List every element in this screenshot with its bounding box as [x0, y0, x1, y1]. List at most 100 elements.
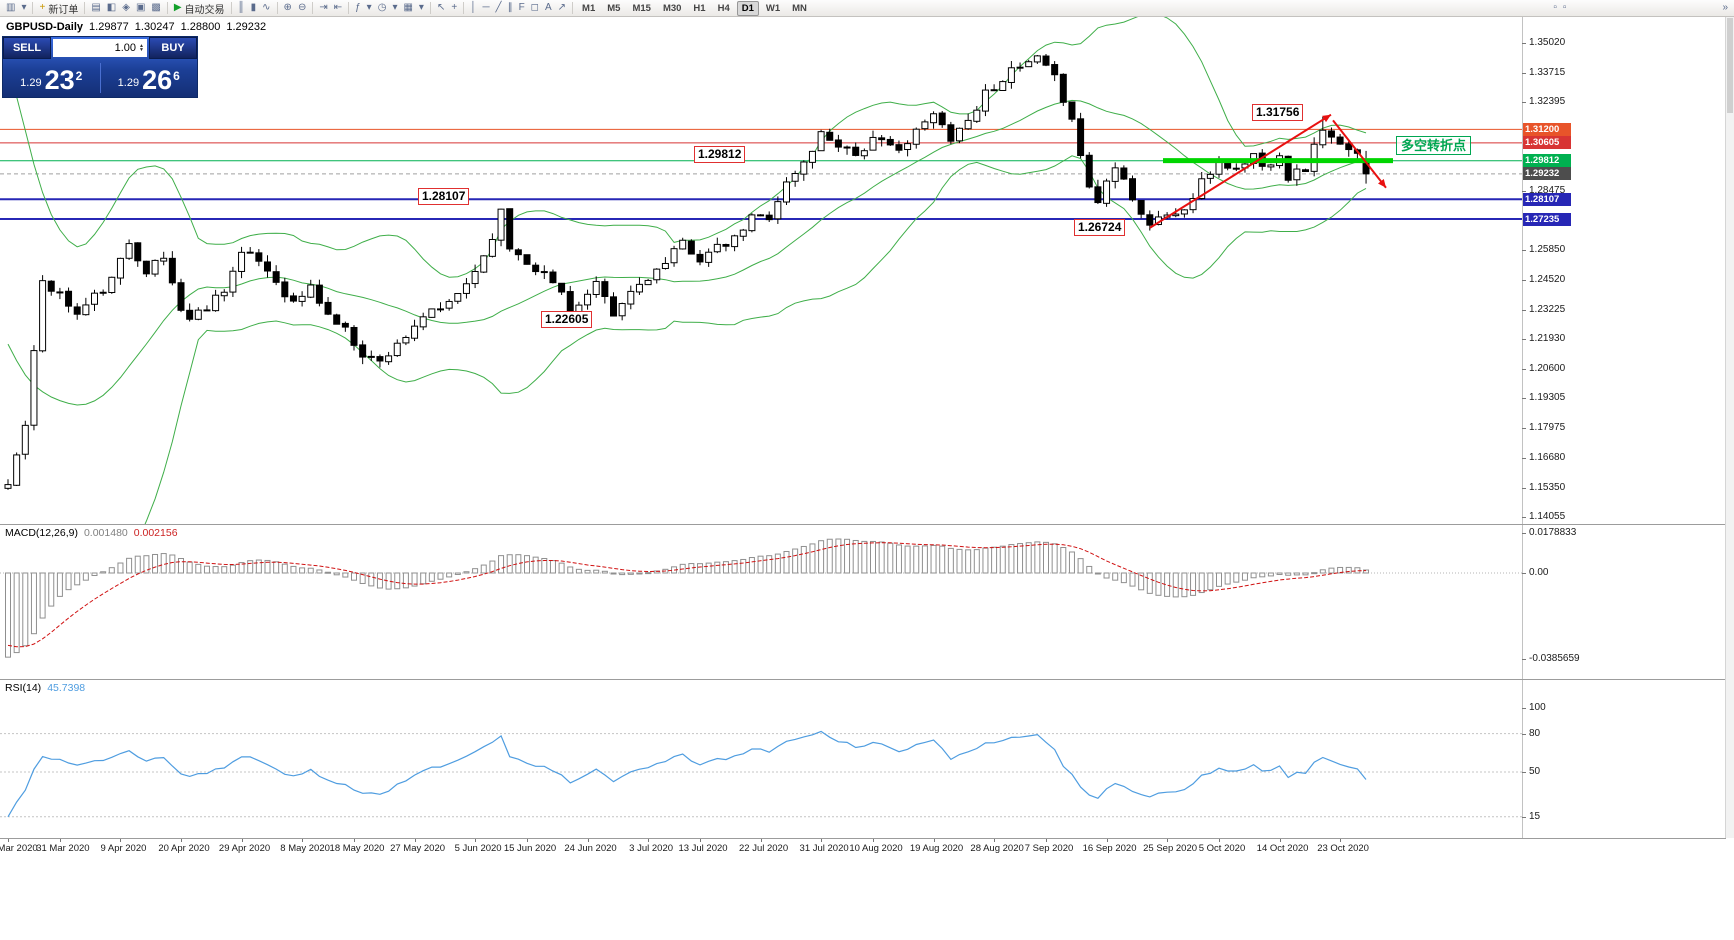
- time-tick-mark: [527, 838, 528, 842]
- fibonacci-icon[interactable]: F: [516, 2, 528, 14]
- date-label: 22 Jul 2020: [738, 843, 789, 854]
- indicators-icon[interactable]: ƒ: [352, 2, 364, 14]
- vertical-scrollbar[interactable]: [1725, 16, 1734, 838]
- timeframe-h4[interactable]: H4: [717, 2, 730, 14]
- chart-profile-icon[interactable]: ▫: [1560, 2, 1570, 14]
- volume-input[interactable]: 1.00 ▲ ▼: [53, 39, 147, 57]
- timeframe-w1[interactable]: W1: [765, 2, 781, 14]
- periods-icon[interactable]: ◷: [375, 2, 390, 14]
- templates-icon[interactable]: ▦: [400, 2, 415, 14]
- macd-pane-canvas[interactable]: [0, 524, 1522, 679]
- cursor-icon[interactable]: ↖: [434, 2, 448, 14]
- buy-button[interactable]: BUY: [149, 37, 197, 59]
- timeframe-m30[interactable]: M30: [662, 2, 682, 14]
- zoom-out-icon[interactable]: ⊖: [295, 2, 309, 14]
- arrow-objects-icon[interactable]: ↗: [555, 2, 569, 14]
- chart-shift-icon[interactable]: ⇤: [331, 2, 345, 14]
- price-chart-canvas[interactable]: [0, 16, 1522, 524]
- date-label: 7 Sep 2020: [1024, 843, 1074, 854]
- buy-price-display[interactable]: 1.29 26 6: [101, 59, 198, 97]
- sell-button[interactable]: SELL: [3, 37, 51, 59]
- text-icon[interactable]: A: [542, 2, 555, 14]
- toolbar-separator: [429, 2, 431, 14]
- templates-dropdown-icon[interactable]: ▾: [416, 2, 427, 14]
- date-label: 23 Oct 2020: [1317, 843, 1369, 854]
- date-label: 31 Mar 2020: [36, 843, 90, 854]
- time-tick-mark: [354, 838, 355, 842]
- zoom-in-icon[interactable]: ⊕: [281, 2, 295, 14]
- price-callout[interactable]: 1.29812: [694, 146, 746, 163]
- tick-mark: [1522, 428, 1526, 430]
- time-tick-mark: [933, 838, 935, 842]
- date-label: 18 May 2020: [329, 843, 385, 854]
- window-arrange-icon[interactable]: ▫: [1550, 2, 1560, 14]
- macd-main-value: 0.001480: [83, 527, 128, 539]
- auto-scroll-icon[interactable]: ⇥: [316, 2, 330, 14]
- autotrading-button[interactable]: ▶ 自动交易: [171, 0, 228, 17]
- indicators-dropdown-icon[interactable]: ▾: [364, 2, 375, 14]
- timeframe-mn[interactable]: MN: [792, 2, 807, 14]
- price-callout[interactable]: 1.22605: [541, 311, 593, 328]
- new-chart-icon[interactable]: ▥: [3, 2, 18, 14]
- toolbar-separator: [276, 2, 278, 14]
- volume-spinner-icon[interactable]: ▲ ▼: [139, 43, 144, 53]
- horizontal-line-icon[interactable]: ─: [479, 2, 492, 14]
- timeframe-d1[interactable]: D1: [736, 0, 759, 16]
- new-order-button: +: [39, 2, 46, 13]
- pane-separator[interactable]: [0, 838, 1726, 839]
- periods-dropdown-icon[interactable]: ▾: [389, 2, 400, 14]
- shapes-icon: ◻: [530, 2, 539, 13]
- price-callout[interactable]: 1.28107: [418, 188, 470, 205]
- price-callout[interactable]: 1.31756: [1252, 104, 1304, 121]
- timeframe-m1[interactable]: M1: [582, 2, 596, 14]
- timeframe-m15[interactable]: M15: [632, 2, 651, 14]
- price-tag: 1.31200: [1523, 122, 1571, 136]
- time-tick-mark: [1219, 838, 1220, 842]
- tick-mark: [1522, 72, 1526, 74]
- line-chart-icon[interactable]: ∿: [259, 2, 273, 14]
- price-tag: 1.27235: [1523, 212, 1571, 226]
- price-tick: 1.23225: [1529, 303, 1566, 315]
- navigator-icon[interactable]: ◈: [119, 2, 133, 14]
- price-callout[interactable]: 1.26724: [1074, 219, 1126, 236]
- strategy-tester-icon[interactable]: ▩: [148, 2, 163, 14]
- data-window-icon[interactable]: ◧: [104, 2, 119, 14]
- date-label: 5 Jun 2020: [454, 843, 502, 854]
- toolbar-overflow-icon[interactable]: »: [1719, 2, 1731, 14]
- rsi-pane-canvas[interactable]: [0, 679, 1522, 838]
- date-label: 5 Oct 2020: [1198, 843, 1246, 854]
- chart-list-dropdown-icon[interactable]: ▾: [18, 2, 29, 14]
- turning-point-annotation[interactable]: 多空转折点: [1396, 136, 1472, 155]
- shapes-icon[interactable]: ◻: [528, 2, 542, 14]
- bar-chart-icon[interactable]: ║: [235, 2, 248, 14]
- channel-icon[interactable]: ∥: [505, 2, 516, 14]
- date-label: 20 Apr 2020: [158, 843, 210, 854]
- candlestick-chart-icon[interactable]: ▮: [248, 2, 260, 14]
- trendline-icon[interactable]: ╱: [493, 2, 505, 14]
- market-watch-icon[interactable]: ▤: [88, 2, 103, 14]
- macd-label: MACD(12,26,9) 0.001480 0.002156: [5, 527, 178, 539]
- toolbar-separator: [32, 2, 34, 14]
- price-tick: 1.32395: [1529, 96, 1566, 108]
- zoom-out-icon: ⊖: [297, 2, 307, 13]
- vertical-line-icon[interactable]: │: [467, 2, 479, 14]
- zoom-in-icon: ⊕: [283, 2, 292, 13]
- toolbar-separator: [312, 2, 314, 14]
- macd-tick: 0.00: [1529, 567, 1549, 578]
- date-label: 15 Jun 2020: [503, 843, 557, 854]
- scrollbar-thumb[interactable]: [1727, 18, 1733, 113]
- terminal-icon[interactable]: ▣: [133, 2, 148, 14]
- timeframe-h1[interactable]: H1: [693, 2, 706, 14]
- crosshair-icon[interactable]: +: [448, 2, 460, 14]
- main-toolbar: ▥ ▾ + 新订单 ▤ ◧ ◈ ▣ ▩ ▶ 自动交易 ║ ▮ ∿ ⊕ ⊖ ⇥ ⇤ ƒ ▾ ◷ ▾ ▦ ▾ ↖ + │ ─ ╱ ∥ F ◻ A ↗ M…: [0, 0, 1734, 17]
- price-tag: 1.29812: [1523, 154, 1571, 168]
- pane-separator[interactable]: [0, 679, 1726, 680]
- date-label: 9 Apr 2020: [100, 843, 147, 854]
- terminal-icon: ▣: [135, 2, 146, 13]
- new-order-button[interactable]: + 新订单: [36, 0, 81, 17]
- timeframe-m5[interactable]: M5: [607, 2, 621, 14]
- candlestick-chart-icon: ▮: [250, 2, 257, 13]
- pane-separator[interactable]: [0, 524, 1726, 525]
- sell-price-display[interactable]: 1.29 23 2: [3, 59, 100, 97]
- date-label: 25 Sep 2020: [1143, 843, 1198, 854]
